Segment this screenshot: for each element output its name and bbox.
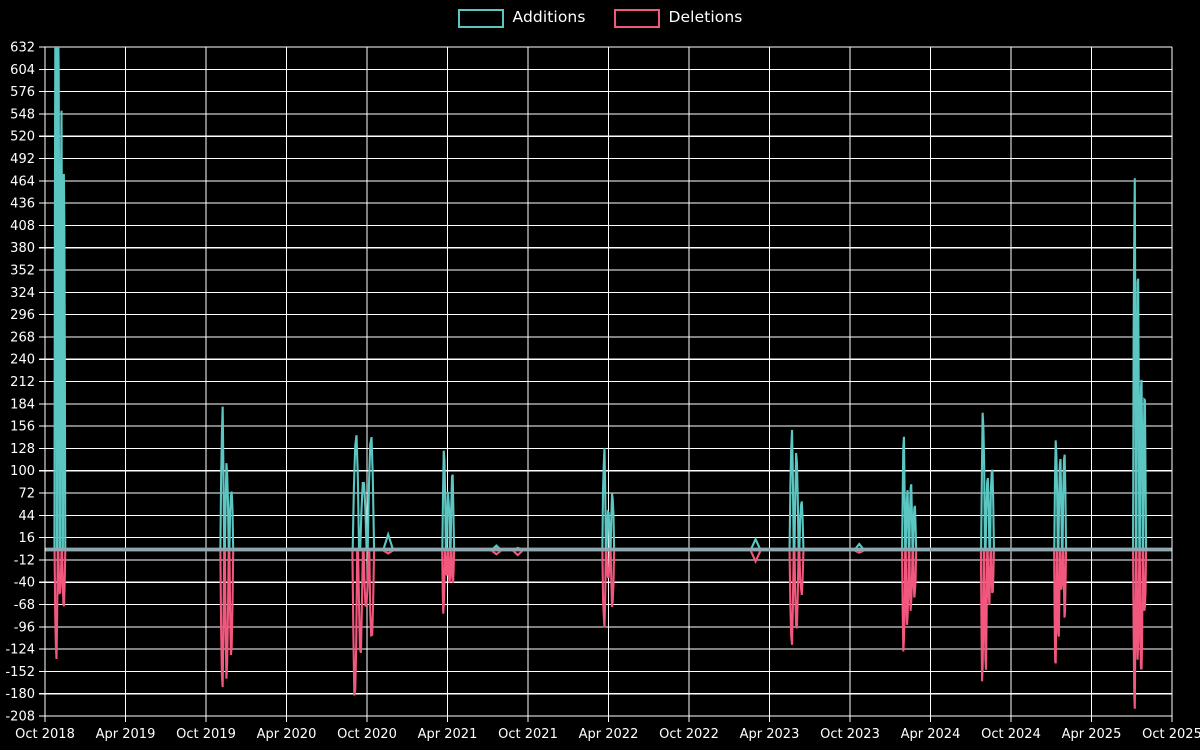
- x-axis-tick-label: Oct 2021: [498, 727, 558, 742]
- y-axis-tick-label: 240: [10, 353, 35, 368]
- y-axis-tick-label: -96: [14, 620, 35, 635]
- x-axis-tick-label: Oct 2018: [15, 727, 75, 742]
- y-axis-tick-label: 576: [10, 85, 35, 100]
- x-axis-tick-label: Apr 2020: [257, 727, 317, 742]
- y-axis-tick-label: -40: [14, 576, 35, 591]
- y-axis-tick-label: 492: [10, 152, 35, 167]
- y-axis-tick-label: -152: [5, 665, 35, 680]
- legend-entry-additions[interactable]: Additions: [457, 8, 586, 28]
- y-axis-tick-label: 268: [10, 330, 35, 345]
- x-axis-tick-label: Apr 2021: [418, 727, 478, 742]
- x-axis-tick-label: Apr 2024: [901, 727, 961, 742]
- y-axis-tick-label: -208: [5, 710, 35, 725]
- y-axis-tick-label: 44: [18, 509, 35, 524]
- x-axis-ticks: Oct 2018 Apr 2019 Oct 2019 Apr 2020 Oct 2020…: [15, 727, 1200, 742]
- y-axis-tick-label: -180: [5, 687, 35, 702]
- x-axis-tick-label: Apr 2022: [579, 727, 639, 742]
- y-axis-tick-label: 632: [10, 41, 35, 56]
- x-axis-tick-label: Oct 2019: [176, 727, 236, 742]
- y-axis-tick-label: -12: [14, 553, 35, 568]
- legend-entry-deletions[interactable]: Deletions: [613, 8, 743, 28]
- y-axis-tick-label: -68: [14, 598, 35, 613]
- y-axis-tick-label: -124: [5, 643, 35, 658]
- y-axis-tick-label: 352: [10, 264, 35, 279]
- x-axis-tick-label: Apr 2023: [740, 727, 800, 742]
- y-axis-ticks: 632 604 576 548 520 492 464 436 408 380 352 324 296 2…: [5, 41, 35, 725]
- x-axis-tick-label: Oct 2025: [1142, 727, 1200, 742]
- y-axis-tick-label: 212: [10, 375, 35, 390]
- legend-swatch-additions-icon: [457, 8, 504, 28]
- y-axis-tick-label: 436: [10, 197, 35, 212]
- y-axis-tick-label: 380: [10, 241, 35, 256]
- y-axis-tick-label: 604: [10, 63, 35, 78]
- x-axis-tick-label: Apr 2019: [96, 727, 156, 742]
- legend-label-additions: Additions: [512, 8, 586, 27]
- y-axis-tick-label: 296: [10, 308, 35, 323]
- x-axis-tick-label: Oct 2023: [820, 727, 880, 742]
- y-axis-tick-label: 324: [10, 286, 35, 301]
- x-axis-tick-label: Apr 2025: [1062, 727, 1122, 742]
- zero-baseline: [44, 47, 1173, 716]
- y-axis-tick-label: 16: [18, 531, 35, 546]
- y-axis-tick-label: 72: [18, 487, 35, 502]
- y-axis-tick-label: 408: [10, 219, 35, 234]
- x-axis-tick-label: Oct 2022: [659, 727, 719, 742]
- y-axis-tick-label: 548: [10, 107, 35, 122]
- y-axis-tick-label: 128: [10, 442, 35, 457]
- y-axis-tick-label: 156: [10, 420, 35, 435]
- x-axis-tick-label: Oct 2020: [337, 727, 397, 742]
- y-axis-tick-label: 464: [10, 174, 35, 189]
- y-axis-tick-label: 100: [10, 464, 35, 479]
- chart-legend: Additions Deletions: [0, 0, 1200, 36]
- legend-label-deletions: Deletions: [668, 8, 743, 27]
- legend-swatch-deletions-icon: [613, 8, 660, 28]
- x-axis-tick-label: Oct 2024: [981, 727, 1041, 742]
- y-axis-tick-label: 184: [10, 397, 35, 412]
- y-axis-tick-label: 520: [10, 130, 35, 145]
